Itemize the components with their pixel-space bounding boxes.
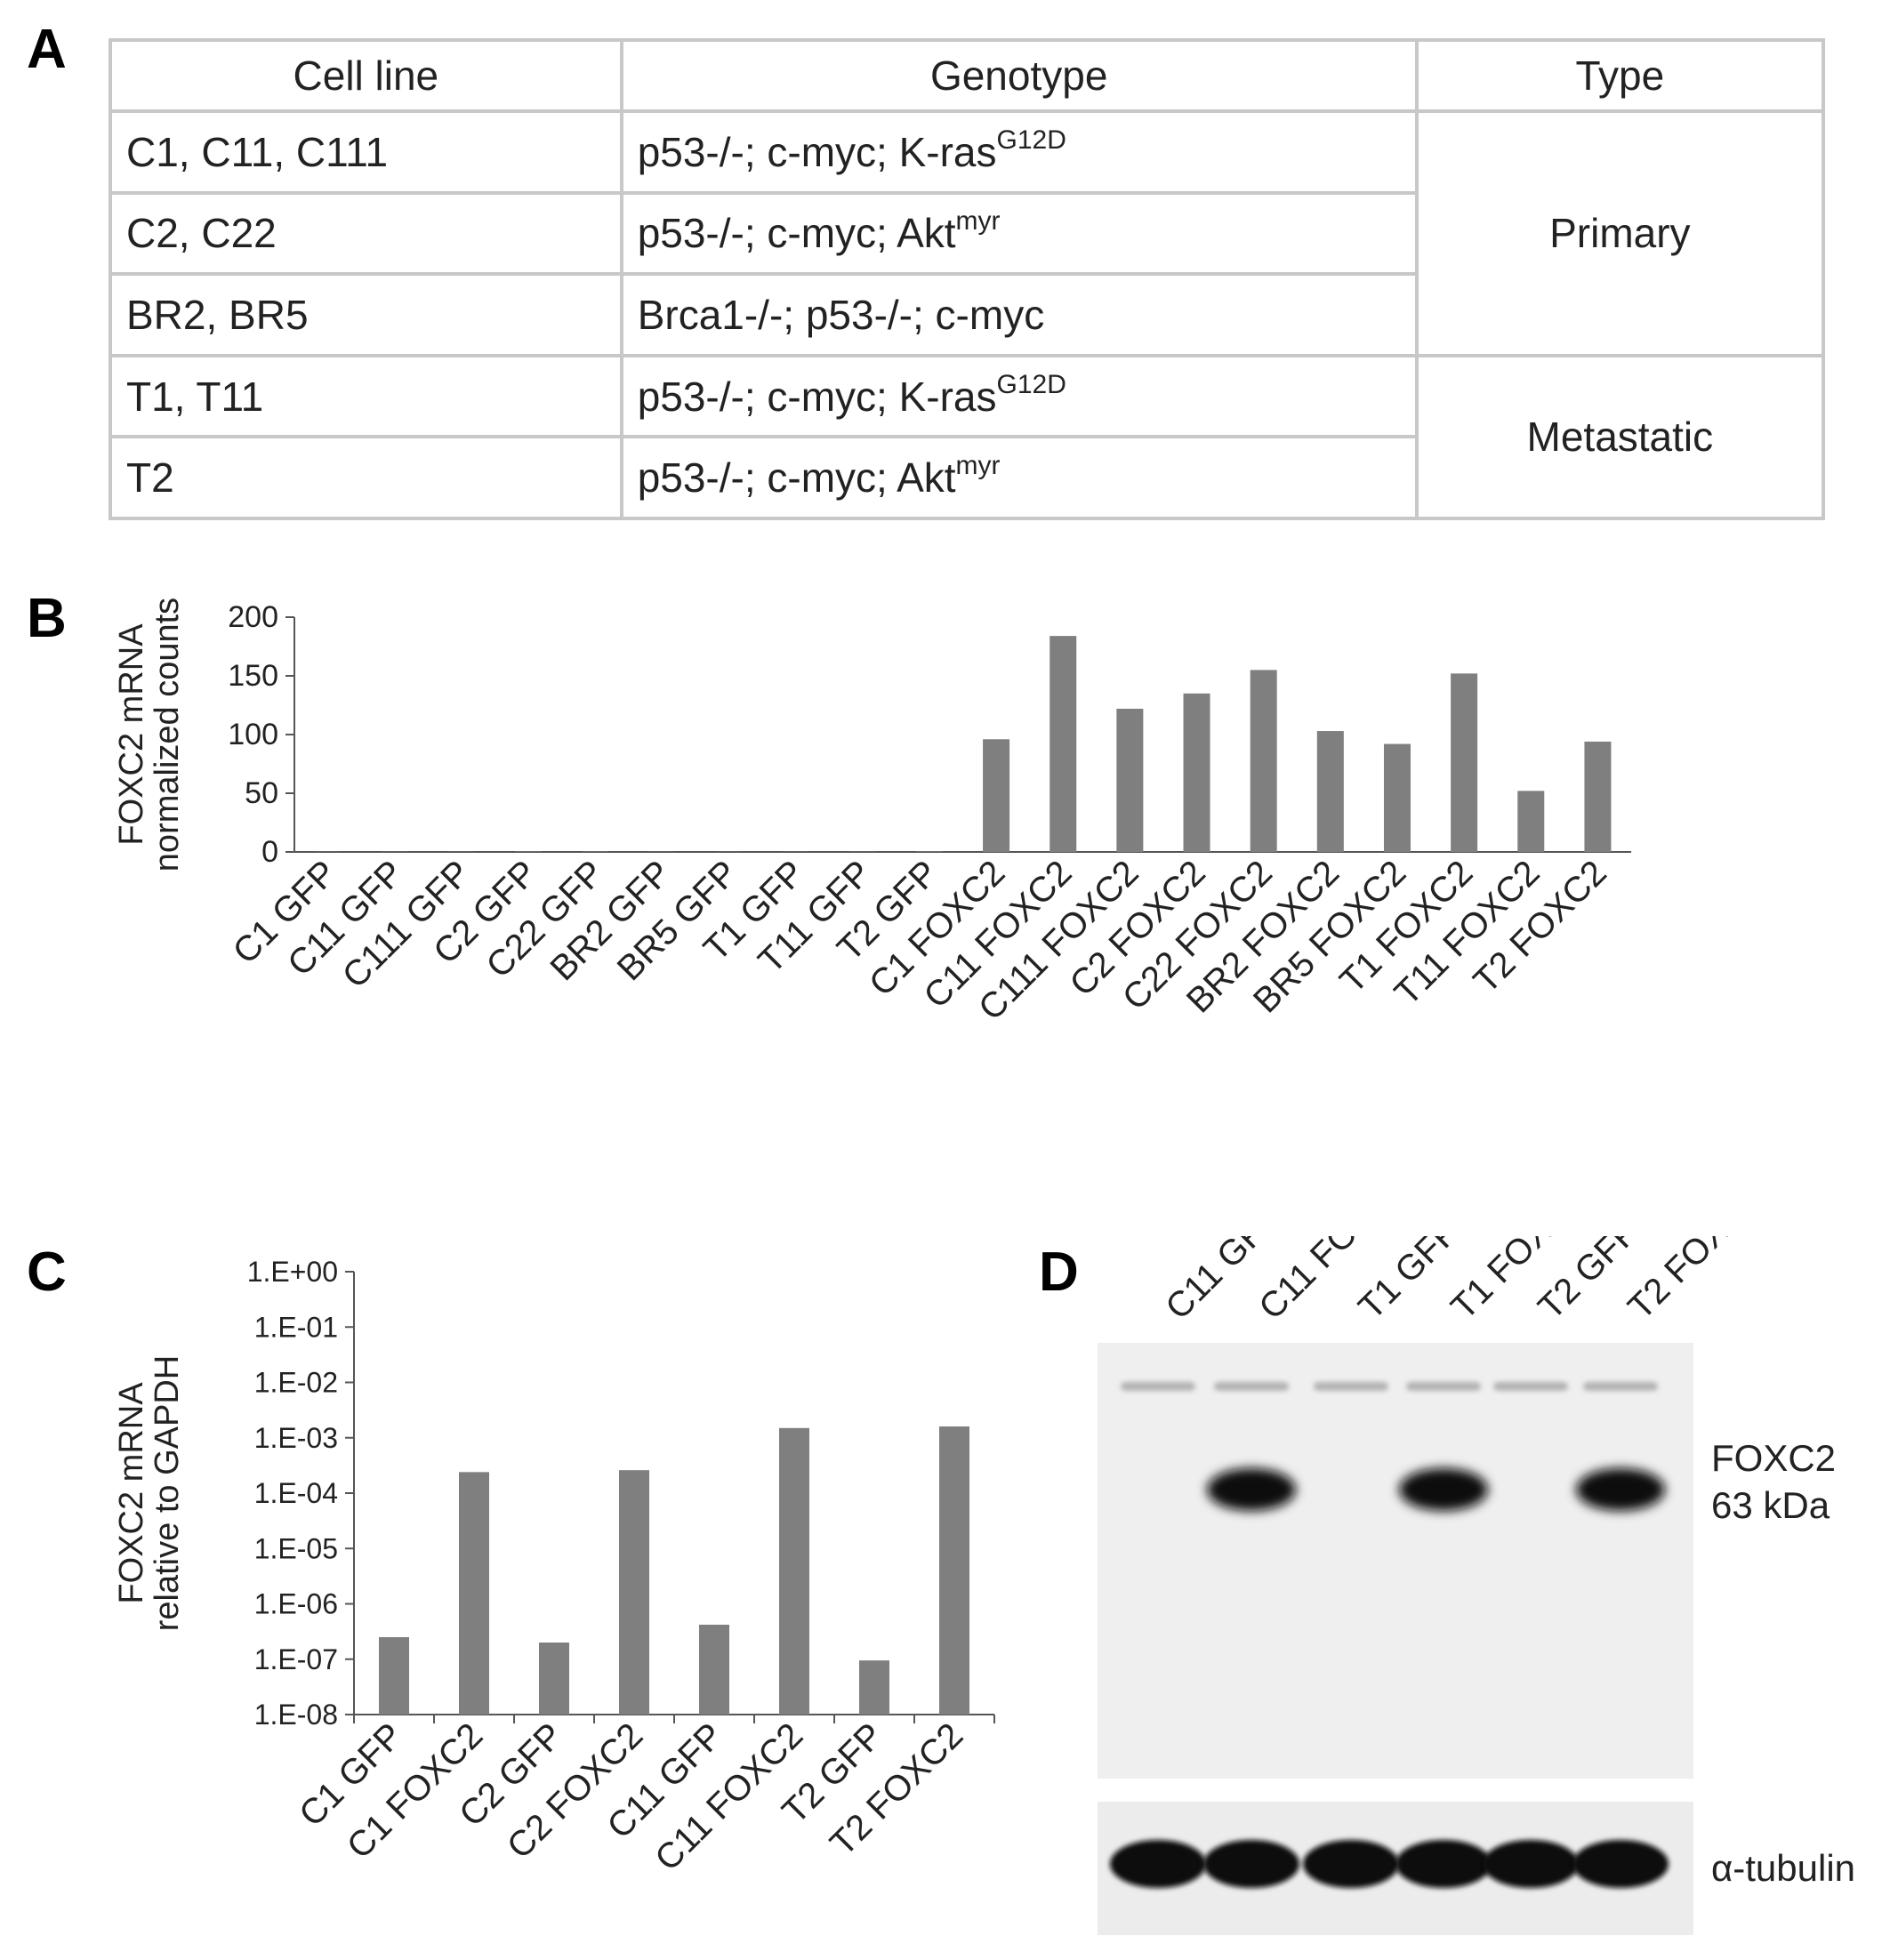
cell-line: C2, C22 (109, 190, 623, 277)
bar (582, 851, 609, 852)
bar (915, 851, 943, 852)
bar (1451, 673, 1478, 852)
y-tick-label: 1.E-02 (254, 1367, 338, 1399)
faint-band (1314, 1382, 1388, 1391)
panel-letter-d: D (1039, 1241, 1079, 1303)
bar (983, 739, 1010, 852)
cell-line: C1, C11, C111 (109, 109, 623, 195)
table-row: BR2, BR5 Brca1-/-; p53-/-; c-myc (109, 272, 1823, 357)
panel-letter-a: A (27, 19, 67, 80)
bar (539, 1643, 569, 1715)
genotype: p53-/-; c-myc; Aktmyr (619, 435, 1419, 520)
y-tick-label: 0 (261, 835, 278, 869)
bar (699, 1624, 729, 1715)
foxc2-band (1576, 1468, 1665, 1511)
band-label-foxc2: FOXC2 (1711, 1437, 1836, 1479)
bar (1383, 743, 1411, 852)
bar (379, 1636, 409, 1715)
bar (779, 1427, 809, 1715)
y-tick-label: 1.E-03 (254, 1422, 338, 1454)
bar (459, 1472, 489, 1715)
y-tick-label: 1.E-06 (254, 1588, 338, 1620)
type-metastatic: Metastatic (1414, 353, 1826, 521)
y-tick-label: 1.E-01 (254, 1311, 338, 1343)
genotype-table: Cell line Genotype Type C1, C11, C111 p5… (109, 38, 1826, 521)
genotype: p53-/-; c-myc; K-rasG12D (619, 353, 1419, 439)
faint-band (1493, 1382, 1568, 1391)
y-axis-title: FOXC2 mRNArelative to GAPDH (113, 1355, 186, 1631)
foxc2-band (1399, 1468, 1488, 1511)
header-genotype: Genotype (619, 38, 1419, 113)
y-tick-label: 1.E-08 (254, 1699, 338, 1731)
y-tick-label: 150 (228, 659, 278, 693)
faint-band (1214, 1382, 1289, 1391)
bar (1250, 670, 1277, 852)
tubulin-band (1110, 1840, 1206, 1888)
cell-line: BR2, BR5 (109, 272, 623, 357)
loading-control-label: α-tubulin (1711, 1847, 1855, 1889)
tubulin-band (1203, 1840, 1299, 1888)
blot-membrane-top (1098, 1343, 1693, 1779)
genotype: p53-/-; c-myc; K-rasG12D (619, 109, 1419, 195)
y-tick-label: 100 (228, 718, 278, 751)
y-tick-label: 1.E+00 (247, 1256, 338, 1288)
y-tick-label: 1.E-07 (254, 1643, 338, 1675)
genotype: p53-/-; c-myc; Aktmyr (619, 190, 1419, 277)
bar (1517, 791, 1545, 852)
foxc2-band (1207, 1468, 1296, 1511)
table-row: C1, C11, C111 p53-/-; c-myc; K-rasG12D P… (109, 109, 1826, 357)
tubulin-band (1395, 1840, 1492, 1888)
y-tick-label: 50 (245, 776, 278, 810)
cell-line: T1, T11 (109, 353, 623, 439)
header-type: Type (1414, 38, 1826, 113)
bar (515, 851, 543, 852)
bar (939, 1426, 969, 1715)
tubulin-band (1483, 1840, 1579, 1888)
bar (1316, 731, 1344, 852)
bar (1584, 741, 1612, 852)
table-row: C2, C22 p53-/-; c-myc; Aktmyr (109, 190, 1823, 277)
genotype: Brca1-/-; p53-/-; c-myc (619, 272, 1419, 357)
faint-band (1583, 1382, 1658, 1391)
lane-label: T1 GFP (1351, 1236, 1467, 1327)
bar (1116, 708, 1144, 852)
chart-c: 1.E-08 1.E-07 1.E-06 1.E-05 1.E-04 1.E-03 1.E-… (113, 1256, 995, 1878)
y-tick-label: 1.E-05 (254, 1532, 338, 1564)
y-tick-label: 1.E-04 (254, 1477, 338, 1509)
faint-band (1406, 1382, 1481, 1391)
tubulin-band (1303, 1840, 1399, 1888)
tubulin-band (1572, 1840, 1669, 1888)
table-row: T2 p53-/-; c-myc; Aktmyr (109, 435, 1823, 520)
bar (1050, 636, 1077, 852)
table-row: T1, T11 p53-/-; c-myc; K-rasG12D Metasta… (109, 353, 1826, 521)
bar (619, 1470, 649, 1715)
band-label-kda: 63 kDa (1711, 1484, 1830, 1526)
bar (1183, 693, 1210, 852)
lane-label: T2 FOXC2 (1621, 1236, 1768, 1327)
faint-band (1121, 1382, 1195, 1391)
panel-letter-c: C (27, 1241, 67, 1303)
header-cell-line: Cell line (109, 38, 623, 113)
cell-line: T2 (109, 435, 623, 520)
type-primary: Primary (1414, 109, 1826, 357)
y-tick-label: 200 (228, 600, 278, 634)
panel-letter-b: B (27, 588, 67, 649)
y-axis-title: FOXC2 mRNAnormalized counts (113, 598, 186, 872)
bar (859, 1660, 889, 1715)
